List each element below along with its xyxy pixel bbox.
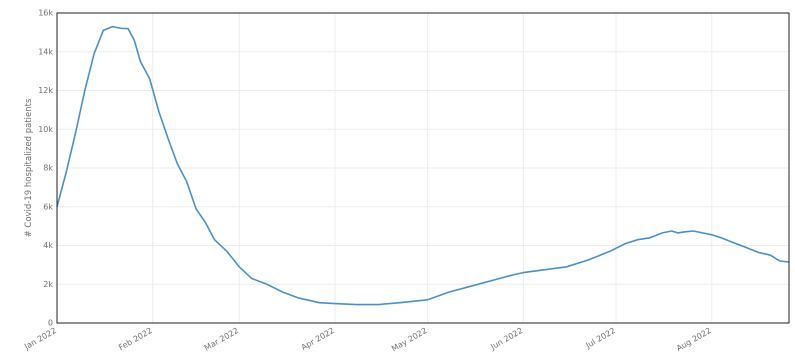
- x-tick-label: Jul 2022: [583, 326, 617, 351]
- x-tick-label: Aug 2022: [675, 326, 713, 353]
- x-tick-label: Mar 2022: [203, 326, 240, 353]
- y-axis-label: # Covid-19 hospitalized patients: [24, 98, 34, 237]
- x-axis-ticks: Jan 2022 Feb 2022 Mar 2022 Apr 2022 May 2022…: [22, 326, 713, 354]
- y-tick-label: 16k: [38, 9, 53, 18]
- y-tick-label: 6k: [43, 202, 53, 211]
- x-tick-label: May 2022: [390, 326, 429, 354]
- y-tick-label: 4k: [43, 241, 53, 250]
- x-tick-label: Feb 2022: [117, 326, 154, 352]
- y-tick-label: 10k: [38, 125, 53, 134]
- y-tick-label: 2k: [43, 280, 53, 289]
- y-tick-label: 14k: [38, 47, 53, 56]
- y-tick-label: 12k: [38, 86, 53, 95]
- series-line: [56, 25, 790, 306]
- y-tick-label: 8k: [43, 164, 53, 173]
- x-tick-label: Jun 2022: [488, 326, 524, 352]
- y-axis-ticks: 0 2k 4k 6k 8k 10k 12k 14k 16k: [38, 9, 53, 328]
- x-tick-label: Apr 2022: [300, 326, 336, 352]
- plot-frame: [56, 12, 790, 324]
- x-tick-label: Jan 2022: [22, 326, 58, 352]
- y-tick-label: 0: [48, 319, 53, 328]
